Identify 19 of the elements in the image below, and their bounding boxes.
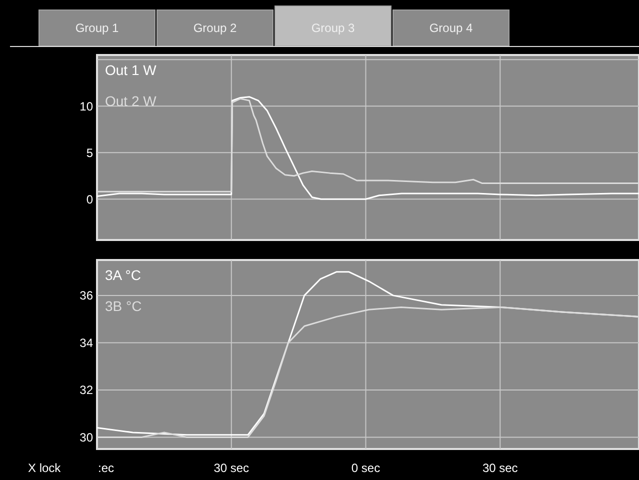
y-tick-label: 36 (80, 288, 94, 303)
y-tick-label: 34 (80, 336, 94, 350)
y-tick-label: 0 (86, 192, 94, 206)
text: Out 1 W (105, 62, 158, 78)
tab: Group 2 (156, 10, 274, 46)
text: X lock (28, 461, 62, 476)
text: :ec (98, 461, 114, 476)
y-tick-label: 30 (80, 430, 94, 444)
text: Out 2 W (105, 93, 158, 109)
tab: Group 4 (392, 10, 510, 46)
x-tick-label: 30 sec (214, 461, 250, 476)
y-tick-label: 32 (80, 383, 94, 398)
tab: Group 1 (38, 10, 156, 46)
text: 3B °C (105, 298, 142, 314)
x-tick-label: 30 sec (482, 461, 518, 476)
y-tick-label: 5 (86, 146, 94, 160)
text: 3A °C (105, 267, 141, 283)
y-tick-label: 10 (80, 99, 94, 114)
x-tick-label: 0 sec (351, 461, 380, 476)
